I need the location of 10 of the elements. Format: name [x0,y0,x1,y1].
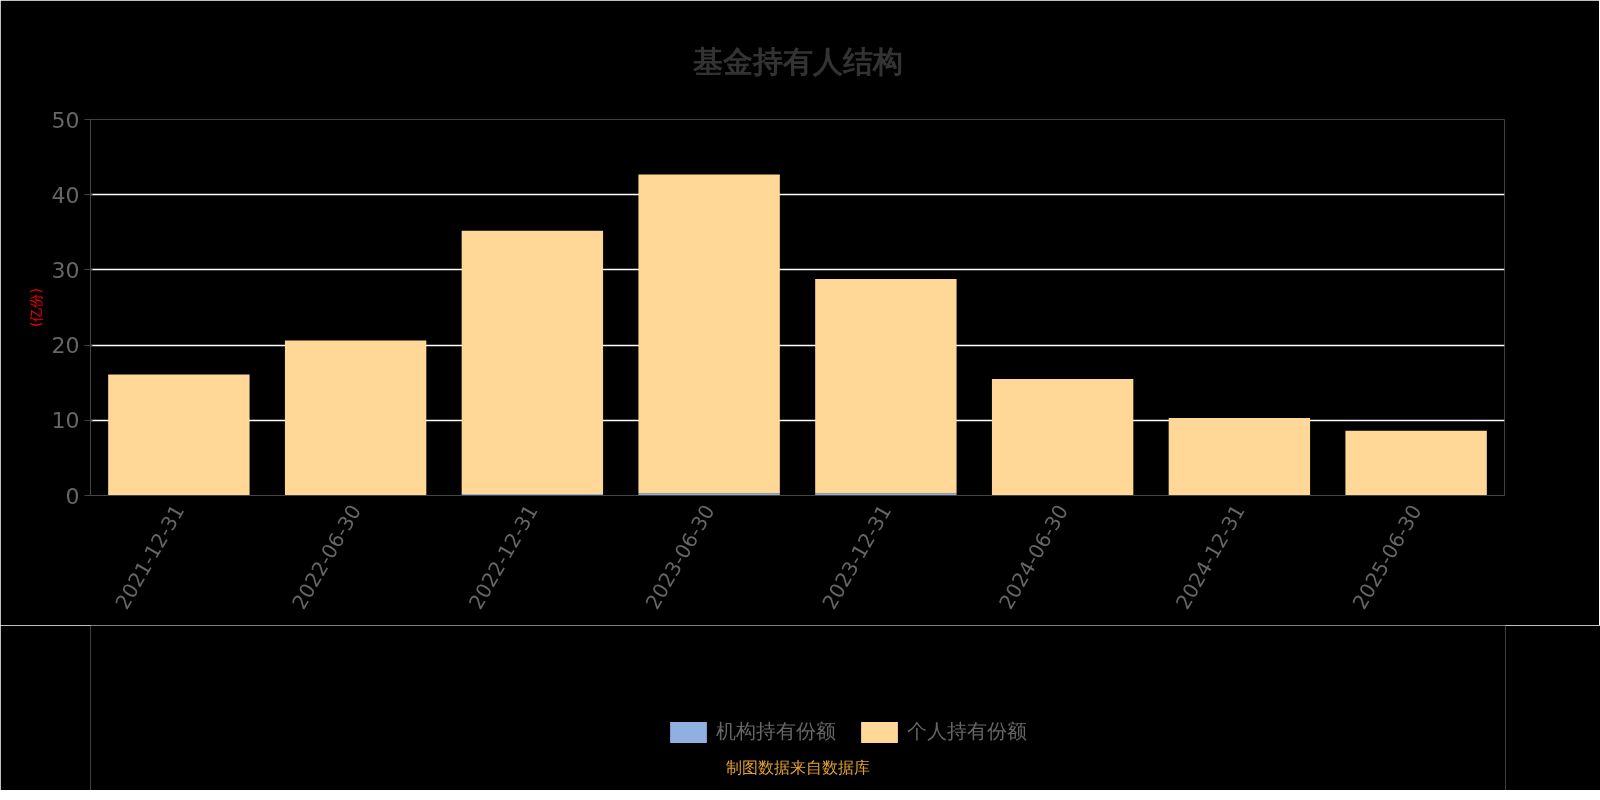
legend-label: 个人持有份额 [907,718,1027,745]
y-tick-label: 50 [51,107,80,133]
y-tick-label: 30 [51,257,80,283]
legend-label: 机构持有份额 [716,718,836,745]
y-tick-label: 0 [65,483,80,509]
text: 制图数据来自数据库 [726,757,870,777]
y-tick-label: 10 [51,408,80,434]
y-tick-label: 20 [51,333,80,359]
y-axis-title: (亿份) [27,288,44,327]
y-tick-label: 40 [51,182,80,208]
